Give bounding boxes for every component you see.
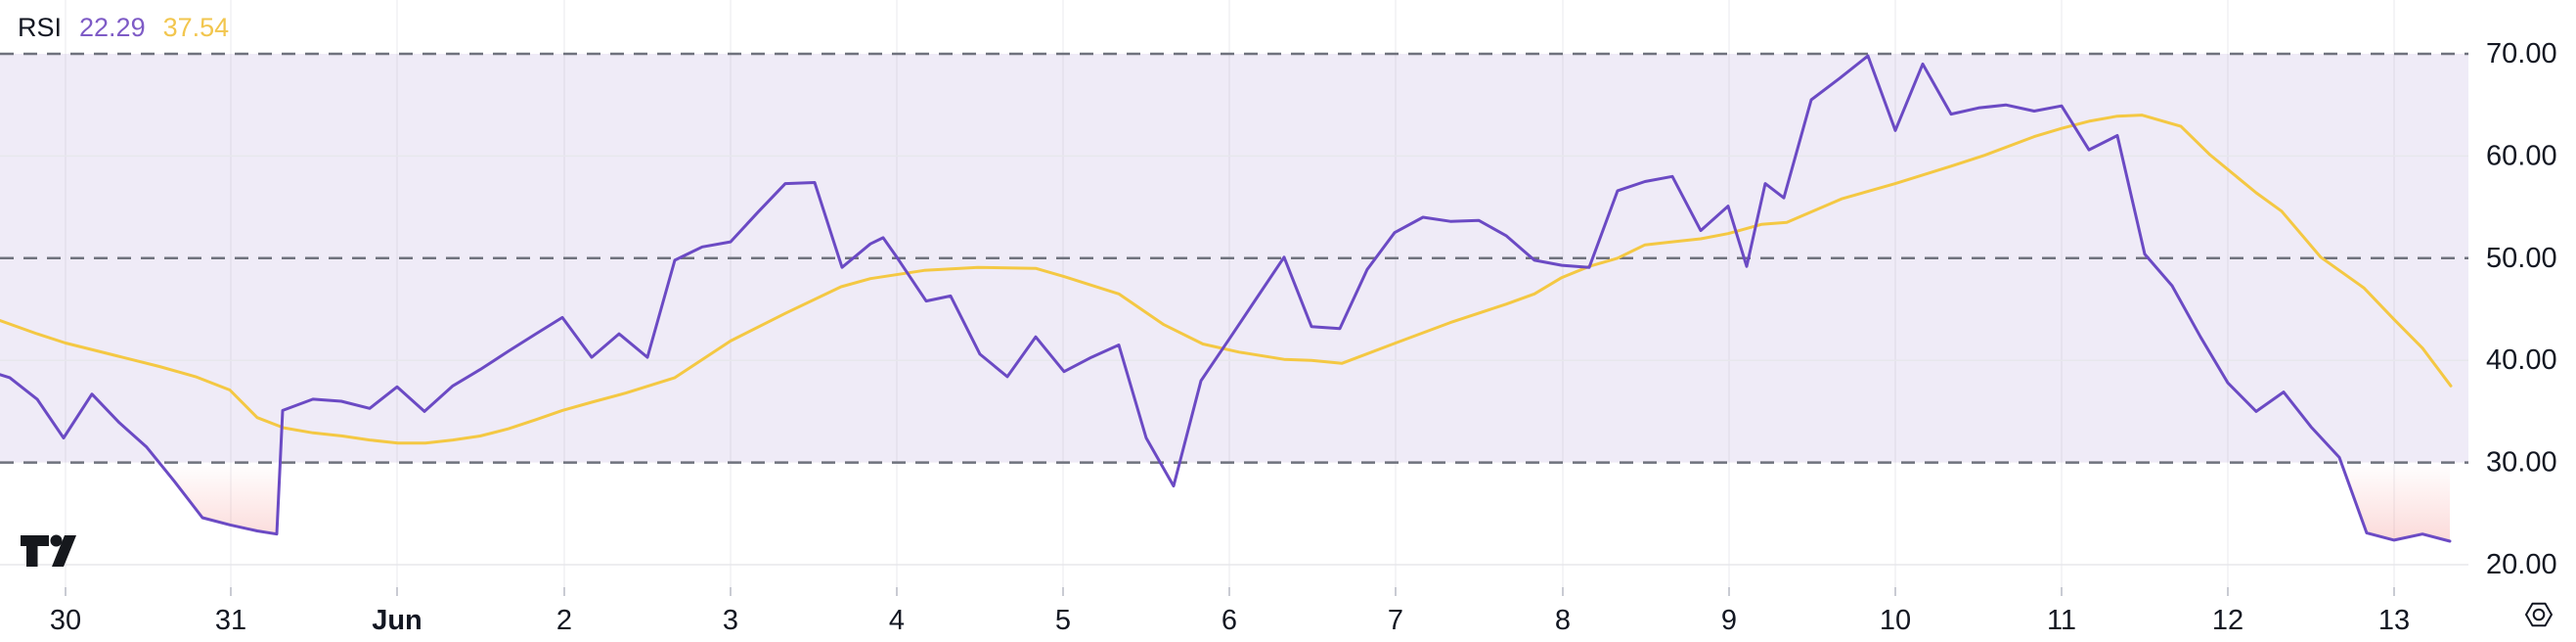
oversold-fill-areas [158,462,2450,541]
x-axis-label: 30 [50,605,81,636]
x-axis-label: 2 [556,605,572,636]
time-scale[interactable]: 30 31 Jun 2 3 4 5 6 7 8 9 10 11 12 13 [50,587,2410,636]
x-axis-label: 4 [889,605,905,636]
x-axis-label: 5 [1055,605,1071,636]
x-axis-label: 6 [1221,605,1237,636]
x-axis-label: 9 [1721,605,1737,636]
settings-gear-icon[interactable] [2522,598,2555,631]
x-axis-label: 3 [723,605,738,636]
rsi-ma-line [0,114,2453,445]
price-scale[interactable]: 70.00 60.00 50.00 40.00 30.00 20.00 [2486,38,2557,580]
x-axis-label: Jun [372,605,422,636]
y-axis-label: 60.00 [2486,140,2557,171]
rsi-current-value: 22.29 [79,13,146,42]
y-axis-label: 70.00 [2486,38,2557,69]
indicator-title: RSI [18,13,63,42]
x-axis-label: 13 [2378,605,2410,636]
x-axis-label: 11 [2047,605,2076,636]
x-axis-label: 31 [215,605,246,636]
x-axis-label: 8 [1555,605,1571,636]
x-axis-label: 7 [1388,605,1403,636]
ma-current-value: 37.54 [162,13,230,42]
horizontal-gridlines [0,155,2468,566]
rsi-line [0,54,2452,543]
indicator-legend[interactable]: RSI 22.29 37.54 [18,12,229,43]
y-axis-label: 50.00 [2486,243,2557,274]
vertical-gridlines [65,0,2395,587]
x-axis-label: 12 [2212,605,2243,636]
x-axis-label: 10 [1880,605,1911,636]
y-axis-label: 20.00 [2486,549,2557,580]
dashed-level-lines [0,52,2468,464]
y-axis-label: 30.00 [2486,447,2557,479]
y-axis-label: 40.00 [2486,344,2557,376]
tradingview-logo-icon[interactable] [21,534,76,573]
